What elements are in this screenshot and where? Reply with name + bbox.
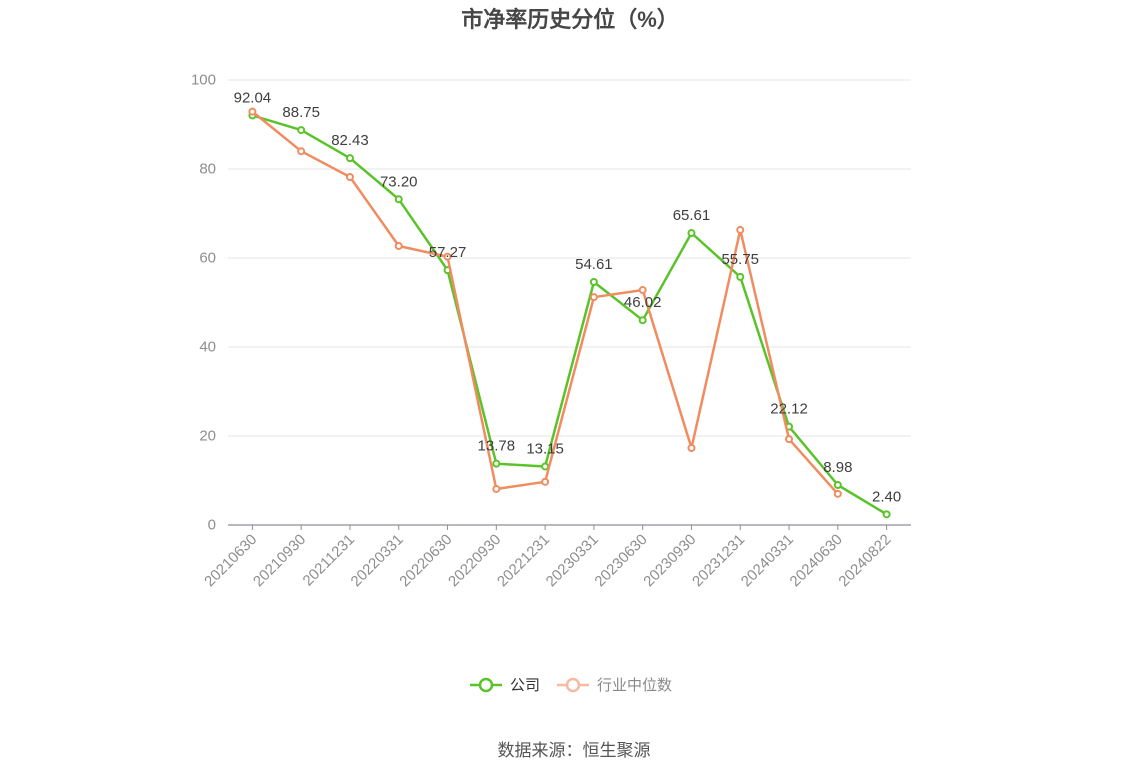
point-industry-median-20210930 — [297, 147, 306, 156]
data-source: 数据来源：恒生聚源 — [498, 741, 651, 760]
x-tick-label-20210930: 20210930 — [250, 531, 309, 590]
point-company-20210930 — [297, 126, 306, 135]
point-industry-median-20240331 — [785, 435, 794, 444]
y-tick-label-60: 60 — [199, 250, 216, 267]
point-industry-median-20230331 — [589, 293, 598, 302]
point-industry-median-20211231 — [345, 173, 354, 182]
legend-label-industry-median: 行业中位数 — [597, 677, 672, 694]
point-company-20220930 — [492, 459, 501, 468]
data-label-company-20240630: 8.98 — [823, 459, 852, 476]
x-tick-label-20220930: 20220930 — [445, 531, 504, 590]
legend-circle-icon — [478, 677, 494, 693]
point-industry-median-20210630 — [248, 107, 257, 116]
legend-item-company[interactable]: 公司 — [470, 677, 540, 694]
x-tick-label-20220630: 20220630 — [396, 531, 455, 590]
point-industry-median-20220930 — [492, 484, 501, 493]
data-label-company-20220930: 13.78 — [478, 438, 516, 455]
x-tick-label-20240822: 20240822 — [835, 531, 894, 590]
x-tick-label-20240630: 20240630 — [787, 531, 846, 590]
point-industry-median-20230930 — [687, 444, 696, 453]
series-company — [248, 111, 891, 519]
data-label-company-20210930: 88.75 — [282, 104, 320, 121]
legend: 公司 行业中位数 — [470, 677, 672, 694]
point-company-20231231 — [736, 272, 745, 281]
point-company-20220331 — [394, 195, 403, 204]
point-industry-median-20221231 — [541, 477, 550, 486]
data-label-company-20230630: 46.02 — [624, 294, 662, 311]
point-company-20230630 — [638, 316, 647, 325]
data-label-company-20211231: 82.43 — [331, 132, 369, 149]
point-company-20211231 — [345, 154, 354, 163]
point-industry-median-20231231 — [736, 225, 745, 234]
data-label-company-20240822: 2.40 — [872, 488, 901, 505]
point-company-20230930 — [687, 229, 696, 238]
x-tick-label-20240331: 20240331 — [738, 531, 797, 590]
y-tick-label-20: 20 — [199, 428, 216, 445]
data-label-company-20231231: 55.75 — [721, 251, 759, 268]
point-industry-median-20220331 — [394, 241, 403, 250]
data-label-company-20210630: 92.04 — [234, 89, 272, 106]
y-tick-label-100: 100 — [191, 72, 216, 89]
series-industry-median — [248, 107, 842, 498]
data-label-company-20240331: 22.12 — [770, 401, 808, 418]
point-industry-median-20240630 — [833, 489, 842, 498]
point-industry-median-20220630 — [443, 252, 452, 261]
x-tick-label-20230930: 20230930 — [640, 531, 699, 590]
legend-circle-icon — [565, 677, 581, 693]
legend-label-company: 公司 — [510, 677, 540, 694]
x-tick-label-20221231: 20221231 — [494, 531, 553, 590]
point-company-20240630 — [833, 481, 842, 490]
point-industry-median-20230630 — [638, 286, 647, 295]
point-company-20221231 — [541, 462, 550, 471]
data-label-company-20221231: 13.15 — [526, 440, 564, 457]
y-tick-label-80: 80 — [199, 161, 216, 178]
x-axis: 2021063020210930202112312022033120220630… — [201, 524, 911, 590]
chart-title: 市净率历史分位（%） — [461, 7, 679, 32]
point-company-20230331 — [589, 277, 598, 286]
data-label-company-20220630: 57.27 — [429, 244, 467, 261]
x-tick-label-20231231: 20231231 — [689, 531, 748, 590]
data-label-company-20230331: 54.61 — [575, 256, 613, 273]
x-tick-label-20230630: 20230630 — [591, 531, 650, 590]
series-layer — [248, 107, 891, 519]
data-label-company-20220331: 73.20 — [380, 173, 418, 190]
data-labels: 92.04 88.75 82.43 73.20 57.27 13.78 13.15 54.61… — [234, 89, 902, 505]
data-label-company-20230930: 65.61 — [673, 207, 711, 224]
x-tick-label-20220331: 20220331 — [348, 531, 407, 590]
x-tick-label-20230331: 20230331 — [543, 531, 602, 590]
legend-item-industry-median[interactable]: 行业中位数 — [557, 677, 672, 694]
y-tick-label-40: 40 — [199, 339, 216, 356]
y-axis: 0 20 40 60 80 100 — [191, 72, 216, 534]
x-tick-label-20210630: 20210630 — [201, 531, 260, 590]
y-tick-label-0: 0 — [208, 517, 216, 534]
point-company-20240822 — [882, 510, 891, 519]
